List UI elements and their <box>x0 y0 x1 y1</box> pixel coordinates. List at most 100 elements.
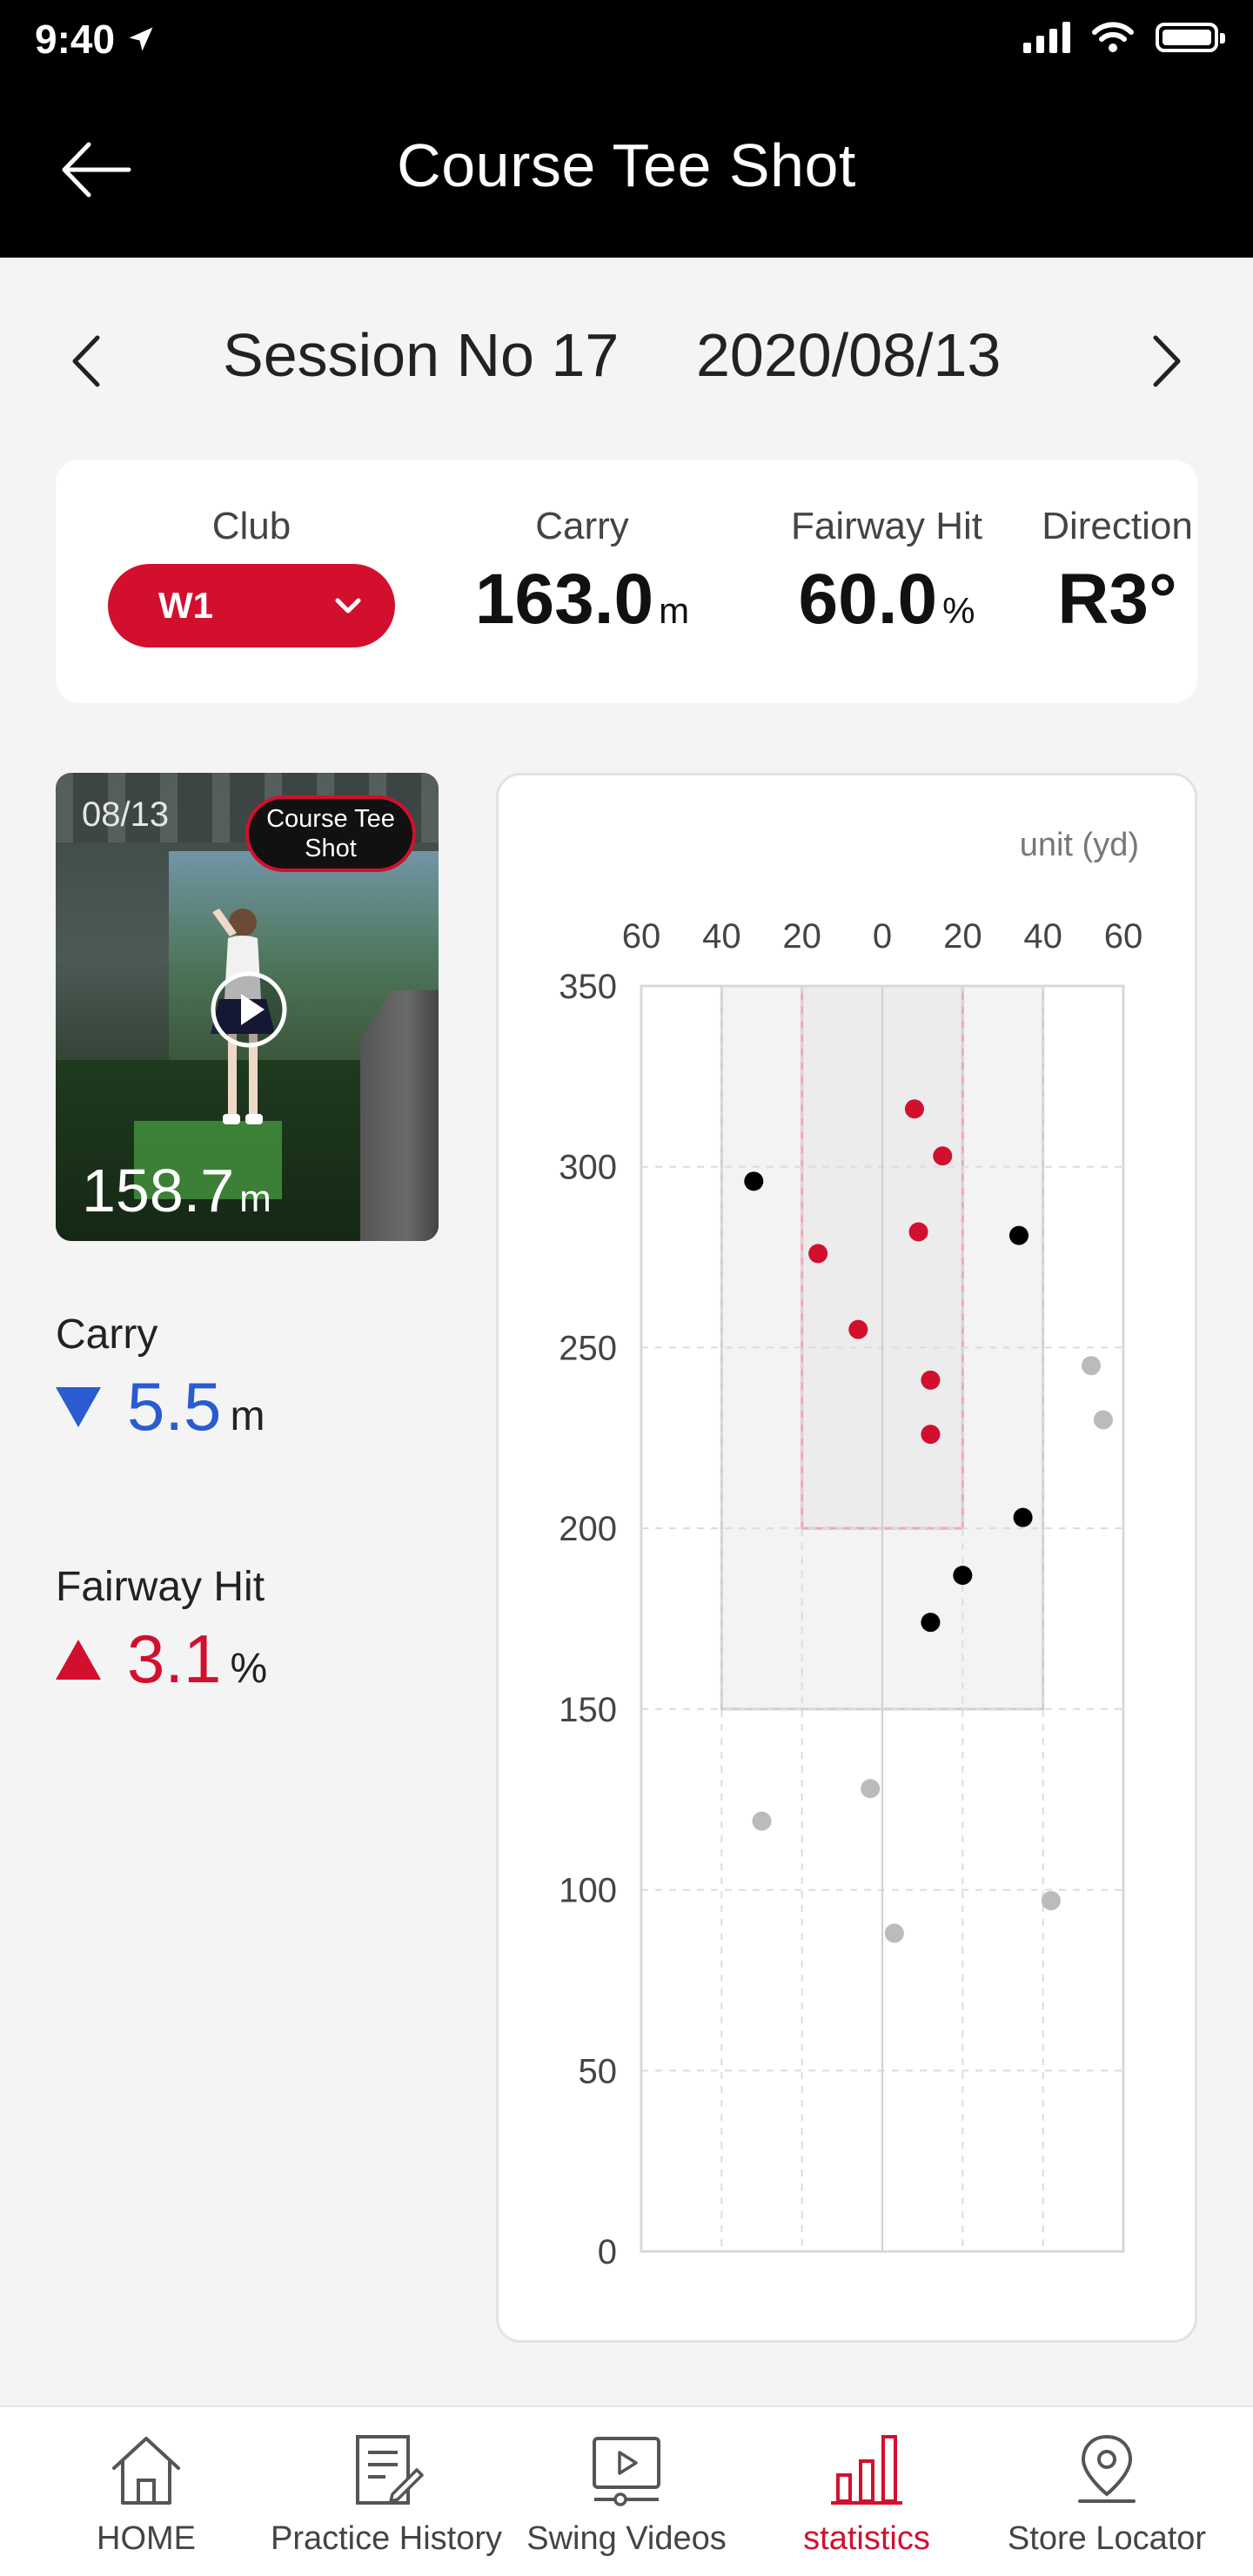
wifi-icon <box>1092 22 1134 52</box>
carry-label: Carry <box>535 505 629 547</box>
page-title: Course Tee Shot <box>397 131 856 199</box>
shot-point <box>1013 1507 1033 1527</box>
carry-delta-value: 5.5 <box>127 1368 222 1445</box>
carry-delta-row: 5.5 m <box>56 1367 265 1446</box>
triangle-down-icon <box>56 1386 101 1427</box>
bottom-tab-bar: HOME Practice History Swing Videos stati… <box>0 2405 1253 2576</box>
fairway-delta-unit: % <box>230 1646 268 1692</box>
x-tick-label: 20 <box>782 917 821 956</box>
y-tick-label: 250 <box>559 1329 617 1367</box>
carry-delta-label: Carry <box>56 1311 158 1358</box>
shot-point <box>808 1244 828 1264</box>
tab-statistics-label: statistics <box>803 2520 930 2557</box>
y-tick-label: 50 <box>579 2052 618 2090</box>
shot-point <box>953 1566 973 1586</box>
video-date: 08/13 <box>82 795 170 834</box>
direction-label: Direction <box>1042 505 1193 547</box>
shot-point <box>1041 1891 1061 1911</box>
play-icon[interactable] <box>209 969 289 1050</box>
shot-point <box>921 1425 941 1445</box>
fairway-unit: % <box>942 590 975 631</box>
carry-number: 163.0 <box>474 560 654 639</box>
carry-value: 163.0 m <box>439 559 726 641</box>
video-carry-unit: m <box>239 1177 271 1220</box>
x-tick-label: 40 <box>702 917 741 956</box>
shot-point <box>921 1613 941 1633</box>
x-tick-label: 60 <box>622 917 661 956</box>
club-label: Club <box>211 505 291 547</box>
swing-video-thumbnail[interactable]: 08/13 Course Tee Shot 158.7 m <box>56 773 439 1241</box>
club-dropdown-value: W1 <box>158 585 213 626</box>
club-dropdown[interactable]: W1 <box>108 564 395 647</box>
shot-point <box>848 1319 868 1339</box>
tab-practice-history-label: Practice History <box>270 2520 503 2557</box>
shot-point <box>933 1146 953 1166</box>
status-time: 9:40 <box>35 16 157 63</box>
location-arrow-icon <box>129 27 153 51</box>
fairway-number: 60.0 <box>798 560 938 639</box>
y-tick-label: 350 <box>559 968 617 1006</box>
direction-column: Direction R3° <box>978 505 1253 641</box>
tab-home-label: HOME <box>97 2520 196 2557</box>
shot-point <box>861 1779 881 1799</box>
bar-chart-icon <box>831 2435 902 2505</box>
tab-swing-videos-label: Swing Videos <box>526 2520 727 2557</box>
home-icon <box>112 2437 180 2505</box>
plot-border <box>640 984 1125 2253</box>
shot-point <box>752 1811 772 1831</box>
y-tick-label: 200 <box>559 1510 617 1548</box>
fairway-value: 60.0% <box>726 559 1048 641</box>
club-column: Club W1 <box>108 505 395 647</box>
shot-point <box>1093 1410 1113 1430</box>
x-tick-label: 40 <box>1023 917 1062 956</box>
tab-statistics[interactable]: statistics <box>745 2407 988 2576</box>
shot-point <box>904 1099 924 1119</box>
video-carry-value: 158.7 m <box>82 1156 271 1225</box>
carry-delta: Carry 5.5 m <box>56 1311 265 1446</box>
fairway-delta: Fairway Hit 3.1 % <box>56 1563 267 1699</box>
session-number: Session No 17 <box>223 321 620 389</box>
tab-swing-videos[interactable]: Swing Videos <box>505 2407 748 2576</box>
shot-point <box>884 1923 904 1943</box>
tab-home[interactable]: HOME <box>24 2407 268 2576</box>
hitting-mat <box>134 1121 282 1199</box>
carry-column: Carry 163.0 m <box>439 505 726 641</box>
tab-store-locator-label: Store Locator <box>1007 2520 1207 2557</box>
fairway-delta-row: 3.1 % <box>56 1620 267 1699</box>
simulator-booth <box>360 990 439 1241</box>
y-tick-label: 150 <box>559 1691 617 1729</box>
triangle-up-icon <box>56 1639 101 1680</box>
y-tick-label: 100 <box>559 1872 617 1910</box>
next-session-chevron-icon[interactable] <box>1140 331 1192 392</box>
top-bar: 9:40 Course Tee Shot <box>0 0 1253 258</box>
back-arrow-icon[interactable] <box>59 139 132 200</box>
tab-store-locator[interactable]: Store Locator <box>985 2407 1229 2576</box>
location-pin-icon <box>1078 2434 1136 2503</box>
y-tick-label: 0 <box>598 2233 617 2271</box>
summary-card: Club W1 Carry 163.0 m Fairway Hit 60.0% D… <box>56 460 1197 703</box>
battery-icon <box>1156 23 1225 52</box>
x-tick-label: 60 <box>1104 917 1143 956</box>
carry-delta-unit: m <box>230 1393 265 1439</box>
fairway-delta-value: 3.1 <box>127 1620 222 1697</box>
fairway-delta-label: Fairway Hit <box>56 1564 265 1610</box>
notepad-icon <box>356 2435 424 2505</box>
x-tick-label: 20 <box>943 917 982 956</box>
y-tick-label: 300 <box>559 1149 617 1187</box>
video-carry-number: 158.7 <box>82 1157 235 1224</box>
chevron-down-icon <box>335 598 361 614</box>
direction-value: R3° <box>1057 560 1177 639</box>
session-date: 2020/08/13 <box>696 321 1002 389</box>
shot-point <box>908 1222 928 1242</box>
dispersion-chart-svg: unit (yd)60 40 20 0 20 40 60350300250200150100… <box>559 827 1143 2271</box>
fairway-column: Fairway Hit 60.0% <box>726 505 1048 641</box>
carry-unit: m <box>659 590 690 631</box>
x-tick-label: 0 <box>873 917 892 956</box>
fairway-label: Fairway Hit <box>790 505 983 547</box>
shot-dispersion-chart: unit (yd) 60 40 20 0 20 40 60 350 300 250 200 150 100… <box>496 773 1197 2343</box>
session-navigator: Session No 17 2020/08/13 <box>0 313 1253 400</box>
previous-session-chevron-icon[interactable] <box>61 331 113 392</box>
status-time-text: 9:40 <box>35 17 116 62</box>
shot-point <box>1082 1356 1102 1376</box>
tab-practice-history[interactable]: Practice History <box>265 2407 508 2576</box>
